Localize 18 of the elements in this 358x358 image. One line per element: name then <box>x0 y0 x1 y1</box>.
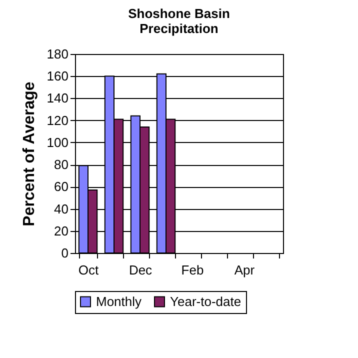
y-tick-label: 20 <box>54 223 68 238</box>
y-axis-title: Percent of Average <box>20 82 38 226</box>
y-tick-label: 40 <box>54 201 68 216</box>
y-tick-label: 80 <box>54 157 68 172</box>
x-tick-label: Feb <box>181 262 204 278</box>
y-tick-label: 140 <box>46 90 68 106</box>
x-tick-label: Dec <box>128 262 153 278</box>
y-tick-label: 120 <box>46 112 68 128</box>
y-tick-label: 180 <box>46 46 68 62</box>
y-tick-label: 60 <box>54 179 68 194</box>
x-tick-label: Oct <box>78 262 99 278</box>
y-tick-label: 100 <box>46 134 68 150</box>
y-tick-label: 0 <box>61 246 68 260</box>
legend-label: Monthly <box>96 294 142 309</box>
chart-title: Shoshone Basin Precipitation <box>128 6 230 36</box>
legend-label: Year-to-date <box>170 294 242 309</box>
y-tick-label: 160 <box>46 68 68 84</box>
x-tick-label: Apr <box>234 262 256 278</box>
